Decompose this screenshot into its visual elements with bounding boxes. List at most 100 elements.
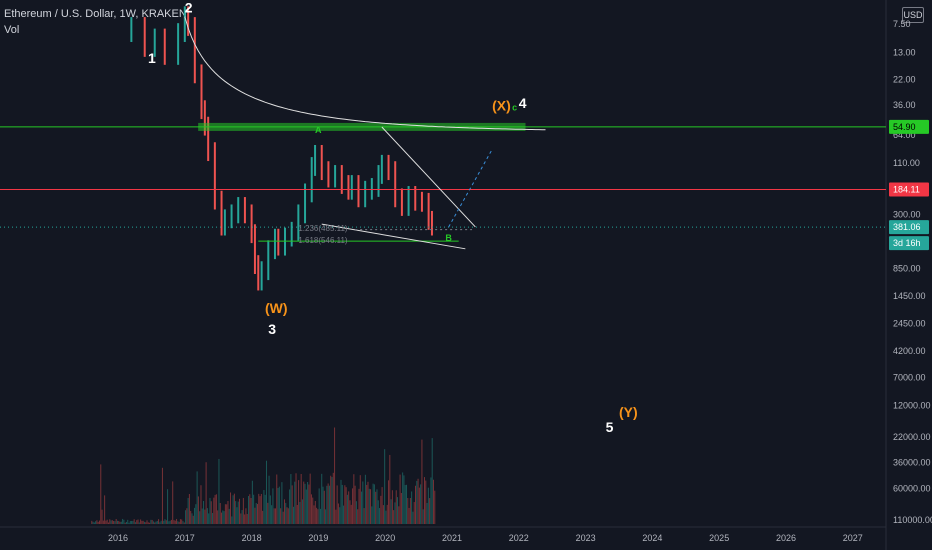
volume-bar xyxy=(368,488,370,524)
y-tick-label: 60000.00 xyxy=(893,484,931,494)
volume-bar xyxy=(397,497,399,524)
currency-button[interactable]: USD xyxy=(902,7,924,23)
volume-bar xyxy=(432,479,434,524)
volume-bar xyxy=(120,521,122,524)
volume-bar xyxy=(104,495,106,524)
volume-bar xyxy=(343,505,345,524)
volume-bar xyxy=(431,438,433,524)
volume-bar xyxy=(116,520,118,524)
volume-bar xyxy=(109,519,111,524)
volume-bar xyxy=(228,508,230,524)
volume-bar xyxy=(159,522,161,524)
y-tick-label: 22.00 xyxy=(893,75,916,85)
volume-bar xyxy=(308,484,310,524)
volume-bar xyxy=(218,458,220,524)
wave-label: c xyxy=(512,103,517,113)
volume-bar xyxy=(173,520,175,524)
volume-bar xyxy=(191,513,193,524)
volume-bar xyxy=(296,504,298,524)
wave-label: (W) xyxy=(265,300,288,316)
volume-bar xyxy=(123,519,125,524)
volume-bar xyxy=(232,495,234,524)
volume-bar xyxy=(134,522,136,524)
volume-bar xyxy=(111,520,113,524)
price-badge-label: 3d 16h xyxy=(893,238,921,248)
volume-bar xyxy=(282,511,284,524)
volume-bar xyxy=(298,480,300,524)
volume-bar xyxy=(113,520,115,524)
volume-bar xyxy=(318,488,320,524)
volume-bar xyxy=(188,493,190,524)
price-badge xyxy=(889,220,929,235)
volume-bar xyxy=(327,483,329,524)
volume-bar xyxy=(244,514,246,524)
volume-bar xyxy=(291,485,293,524)
volume-bar xyxy=(366,484,368,524)
volume-bar xyxy=(158,519,160,524)
volume-bar xyxy=(281,482,283,524)
y-tick-label: 36.00 xyxy=(893,100,916,110)
volume-bar xyxy=(287,508,289,524)
volume-bar xyxy=(231,516,233,524)
volume-bar xyxy=(194,507,196,524)
volume-bar xyxy=(201,508,203,524)
volume-bar xyxy=(325,509,327,524)
volume-bar xyxy=(141,520,143,524)
volume-bar xyxy=(272,488,274,524)
volume-bar xyxy=(301,499,303,524)
volume-bar xyxy=(416,480,418,524)
volume-bar xyxy=(330,475,332,524)
volume-bar xyxy=(254,507,256,524)
volume-bar xyxy=(264,494,266,524)
volume-bar xyxy=(192,515,194,524)
volume-bar xyxy=(314,500,316,524)
volume-bar xyxy=(271,505,273,524)
fib-label-1: 1.236(485.11) xyxy=(298,224,348,233)
x-tick-label: 2017 xyxy=(175,533,195,543)
volume-bar xyxy=(346,494,348,524)
volume-bar xyxy=(227,501,229,524)
volume-bar xyxy=(276,474,278,524)
volume-bar xyxy=(425,480,427,524)
volume-bar xyxy=(307,481,309,524)
volume-bar xyxy=(407,498,409,524)
wave-label: (Y) xyxy=(619,404,638,420)
fib-label-2: 1.618(546.11) xyxy=(298,236,348,245)
volume-bar xyxy=(422,509,424,524)
volume-bar xyxy=(164,519,166,524)
volume-bar xyxy=(395,490,397,524)
volume-bar xyxy=(97,521,99,524)
volume-bar xyxy=(423,477,425,524)
volume-bar xyxy=(212,512,214,524)
volume-bar xyxy=(205,462,207,524)
volume-bar xyxy=(269,495,271,524)
x-tick-label: 2025 xyxy=(709,533,729,543)
volume-bar xyxy=(300,474,302,524)
volume-bar xyxy=(357,509,359,524)
volume-bar xyxy=(312,497,314,524)
volume-bar xyxy=(170,519,172,524)
volume-bar xyxy=(358,488,360,524)
volume-bar xyxy=(249,494,251,524)
volume-bar xyxy=(251,480,253,524)
volume-bar xyxy=(110,520,112,524)
volume-bar xyxy=(209,497,211,524)
volume-bar xyxy=(420,484,422,524)
volume-bar xyxy=(295,473,297,524)
volume-bar xyxy=(305,489,307,524)
volume-bar xyxy=(402,472,404,524)
volume-bar xyxy=(248,496,250,524)
y-tick-label: 110.00 xyxy=(893,158,920,168)
volume-bar xyxy=(137,519,139,524)
volume-bar xyxy=(221,512,223,524)
volume-bar xyxy=(250,498,252,524)
volume-bar xyxy=(386,504,388,524)
volume-bar xyxy=(352,488,354,524)
volume-bar xyxy=(160,520,162,524)
volume-bar xyxy=(277,487,279,524)
volume-bar xyxy=(382,505,384,524)
volume-bar xyxy=(372,483,374,524)
volume-label: Vol xyxy=(4,24,20,36)
x-tick-label: 2024 xyxy=(642,533,662,543)
